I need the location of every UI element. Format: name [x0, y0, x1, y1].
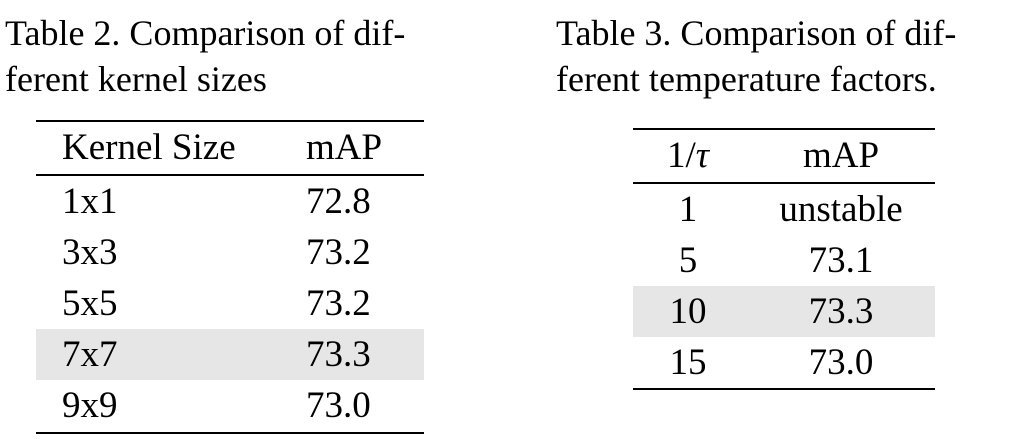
bottom-rule: [633, 388, 935, 390]
table2-caption: Table 2. Comparison of dif- ferent kerne…: [5, 10, 405, 102]
header-kernel-size: Kernel Size: [62, 127, 236, 168]
map-cell: 73.2: [306, 232, 371, 273]
map-cell: 73.0: [808, 342, 874, 383]
factor-cell: 1: [678, 189, 698, 230]
kernel-size-table: Kernel Size mAP 1x1 72.8 3x3 73.2 5x5 73…: [36, 120, 424, 436]
table-row: 9x9 73.0: [36, 380, 424, 431]
bottom-rule: [36, 432, 424, 434]
mid-rule: [633, 182, 935, 184]
table2-caption-line2: ferent kernel sizes: [5, 59, 267, 99]
map-cell: 73.3: [306, 334, 371, 375]
table3-caption: Table 3. Comparison of dif- ferent tempe…: [556, 10, 956, 102]
table-row: 3x3 73.2: [36, 227, 424, 278]
header-map: mAP: [802, 135, 880, 176]
header-row: Kernel Size mAP: [36, 122, 424, 173]
table-row: 5x5 73.2: [36, 278, 424, 329]
table2-caption-line1: Table 2. Comparison of dif-: [5, 13, 406, 53]
table3-caption-line1: Table 3. Comparison of dif-: [556, 13, 957, 53]
map-cell: 73.3: [808, 291, 874, 332]
mid-rule: [36, 174, 424, 176]
map-cell: 72.8: [306, 181, 371, 222]
kernel-size-cell: 3x3: [62, 232, 118, 273]
table-row-highlighted: 10 73.3: [633, 286, 935, 337]
map-cell: 73.1: [808, 240, 874, 281]
kernel-size-cell: 9x9: [62, 385, 118, 426]
kernel-size-cell: 1x1: [62, 181, 118, 222]
kernel-size-cell: 5x5: [62, 283, 118, 324]
table-row-highlighted: 7x7 73.3: [36, 329, 424, 380]
map-cell: 73.2: [306, 283, 371, 324]
table-row: 1x1 72.8: [36, 176, 424, 227]
factor-cell: 5: [678, 240, 698, 281]
header-row: 1/τ mAP: [633, 130, 935, 181]
temperature-factor-table: 1/τ mAP 1 unstable 5 73.1 10 73.3 15 73.…: [633, 128, 935, 392]
tau-symbol: τ: [695, 135, 710, 176]
header-prefix: 1/: [666, 135, 696, 176]
header-map: mAP: [306, 127, 383, 168]
factor-cell: 15: [669, 342, 707, 383]
top-rule: [36, 120, 424, 122]
table-row: 15 73.0: [633, 337, 935, 388]
kernel-size-cell: 7x7: [62, 334, 118, 375]
table3-caption-line2: ferent temperature factors.: [556, 59, 937, 99]
top-rule: [633, 128, 935, 130]
table-row: 1 unstable: [633, 184, 935, 235]
factor-cell: 10: [669, 291, 707, 332]
header-inverse-tau: 1/τ: [633, 130, 743, 181]
table-row: 5 73.1: [633, 235, 935, 286]
map-cell: unstable: [779, 189, 903, 230]
map-cell: 73.0: [306, 385, 371, 426]
